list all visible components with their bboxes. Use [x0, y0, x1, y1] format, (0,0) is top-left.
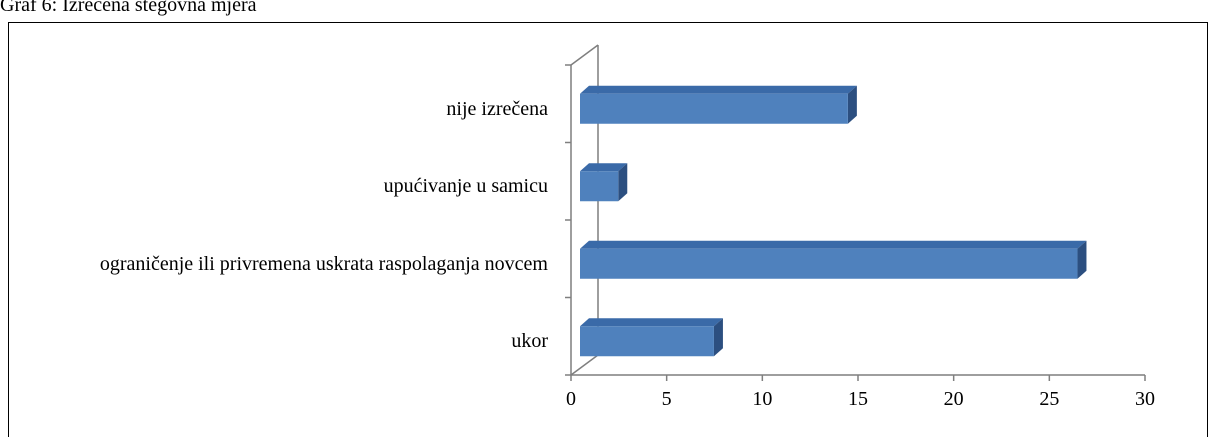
- wall-edge: [570, 44, 599, 66]
- chart-title: Graf 6: Izrečena stegovna mjera: [0, 0, 257, 16]
- x-tick-label: 5: [662, 388, 672, 410]
- y-tick-label: nije izrečena: [446, 97, 548, 120]
- bar-top: [580, 240, 1087, 249]
- y-tick-label: upućivanje u samicu: [383, 175, 548, 198]
- bar: [580, 248, 1078, 279]
- bar-side: [713, 318, 723, 357]
- bar: [580, 93, 848, 124]
- bar-top: [580, 318, 723, 327]
- bar-side: [618, 163, 628, 202]
- x-tick-label: 0: [566, 388, 576, 410]
- x-tick-label: 15: [848, 388, 868, 410]
- x-tick-label: 30: [1135, 388, 1155, 410]
- bar-top: [580, 163, 628, 172]
- bar-top: [580, 85, 857, 94]
- y-tick-label: ograničenje ili privremena uskrata raspo…: [99, 252, 548, 275]
- bar-side: [1077, 240, 1087, 279]
- bar-side: [847, 85, 857, 124]
- x-tick-label: 25: [1039, 388, 1059, 410]
- x-tick-label: 10: [752, 388, 772, 410]
- bar: [580, 171, 619, 202]
- chart-frame: [8, 22, 1208, 437]
- y-tick-label: ukor: [511, 330, 548, 353]
- wall-edge: [570, 354, 599, 376]
- x-tick-label: 20: [944, 388, 964, 410]
- bar: [580, 326, 714, 357]
